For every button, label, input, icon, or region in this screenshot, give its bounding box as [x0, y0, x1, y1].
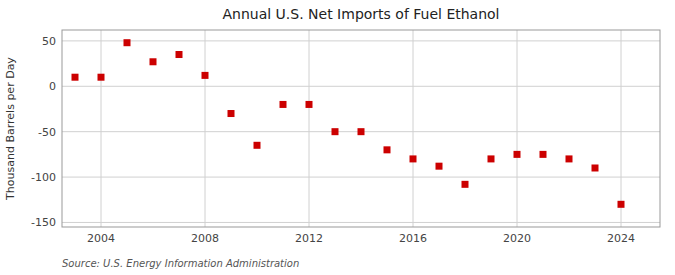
chart: Annual U.S. Net Imports of Fuel Ethanol -…	[0, 0, 675, 275]
x-tick-label: 2020	[503, 232, 531, 245]
x-grid-line	[413, 30, 414, 227]
title: Annual U.S. Net Imports of Fuel Ethanol	[222, 6, 499, 22]
x-tick-label: 2024	[607, 232, 635, 245]
point: 2013: -50	[332, 128, 339, 135]
x-tick-label: 2008	[191, 232, 219, 245]
point: 2022: -80	[566, 155, 573, 162]
point: 2024: -130	[618, 201, 625, 208]
point: 2011: -20	[280, 101, 287, 108]
point: 2004: 10	[98, 74, 105, 81]
point: 2021: -75	[540, 151, 547, 158]
point: 2020: -75	[514, 151, 521, 158]
x-tick-label: 2016	[399, 232, 427, 245]
point: 2008: 12	[202, 72, 209, 79]
source-note: Source: U.S. Energy Information Administ…	[62, 258, 299, 269]
point: 2012: -20	[306, 101, 313, 108]
point: 2015: -70	[384, 146, 391, 153]
y-tick-label: -150	[31, 216, 56, 229]
y-grid-line	[62, 222, 660, 223]
point: 2018: -108	[462, 181, 469, 188]
x-tick-label: 2004	[87, 232, 115, 245]
x-grid-line	[517, 30, 518, 227]
y-axis-label: Thousand Barrels per Day	[4, 57, 17, 201]
x-grid-line	[309, 30, 310, 227]
y-tick-label: 0	[49, 80, 56, 93]
point: 2017: -88	[436, 163, 443, 170]
points: 2003: 10 2004: 10 2005: 48 2006: 27 2007: 35…	[72, 39, 625, 208]
x-grid-line	[621, 30, 622, 227]
y-tick-label: 50	[42, 35, 56, 48]
y-grid-line	[62, 86, 660, 87]
grid	[62, 30, 660, 227]
y-grid-line	[62, 40, 660, 41]
point: 2010: -65	[254, 142, 261, 149]
x-grid-line	[205, 30, 206, 227]
y-tick-label: -100	[31, 171, 56, 184]
point: 2005: 48	[124, 39, 131, 46]
x-tick-label: 2012	[295, 232, 323, 245]
axes: -150 -100 -50 0 50 2004 2008 2012 2016 2020 2024	[31, 30, 660, 245]
point: 2003: 10	[72, 74, 79, 81]
y-tick-label: -50	[38, 126, 56, 139]
x-grid-line	[101, 30, 102, 227]
point: 2007: 35	[176, 51, 183, 58]
plot-frame	[62, 30, 660, 227]
y-grid-line	[62, 177, 660, 178]
point: 2009: -30	[228, 110, 235, 117]
point: 2019: -80	[488, 155, 495, 162]
point: 2014: -50	[358, 128, 365, 135]
point: 2016: -80	[410, 155, 417, 162]
point: 2023: -90	[592, 164, 599, 171]
point: 2006: 27	[150, 58, 157, 65]
